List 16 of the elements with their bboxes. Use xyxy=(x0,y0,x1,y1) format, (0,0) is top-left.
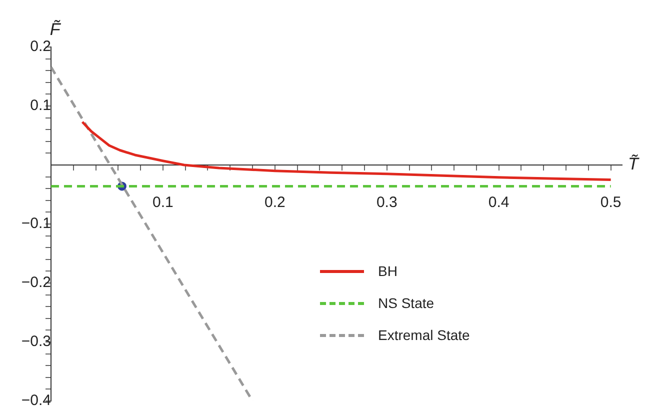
y-tick-label: −0.4 xyxy=(21,392,51,410)
y-tick-label: 0.1 xyxy=(30,97,51,114)
y-tick-label: −0.1 xyxy=(21,215,51,232)
y-tick-label: −0.2 xyxy=(21,274,51,292)
y-tick-label: −0.3 xyxy=(21,333,51,350)
x-axis-title: T̃ xyxy=(628,154,640,174)
y-axis-title: F̃ xyxy=(50,20,62,40)
x-tick-label: 0.2 xyxy=(264,194,286,212)
legend-label: Extremal State xyxy=(378,327,470,343)
x-tick-label: 0.4 xyxy=(488,194,510,212)
x-tick-label: 0.3 xyxy=(376,194,398,212)
legend-label: BH xyxy=(378,263,398,279)
x-tick-label: 0.1 xyxy=(152,194,174,212)
legend-label: NS State xyxy=(378,295,434,311)
x-tick-label: 0.5 xyxy=(600,194,622,212)
y-tick-label: 0.2 xyxy=(30,38,51,56)
